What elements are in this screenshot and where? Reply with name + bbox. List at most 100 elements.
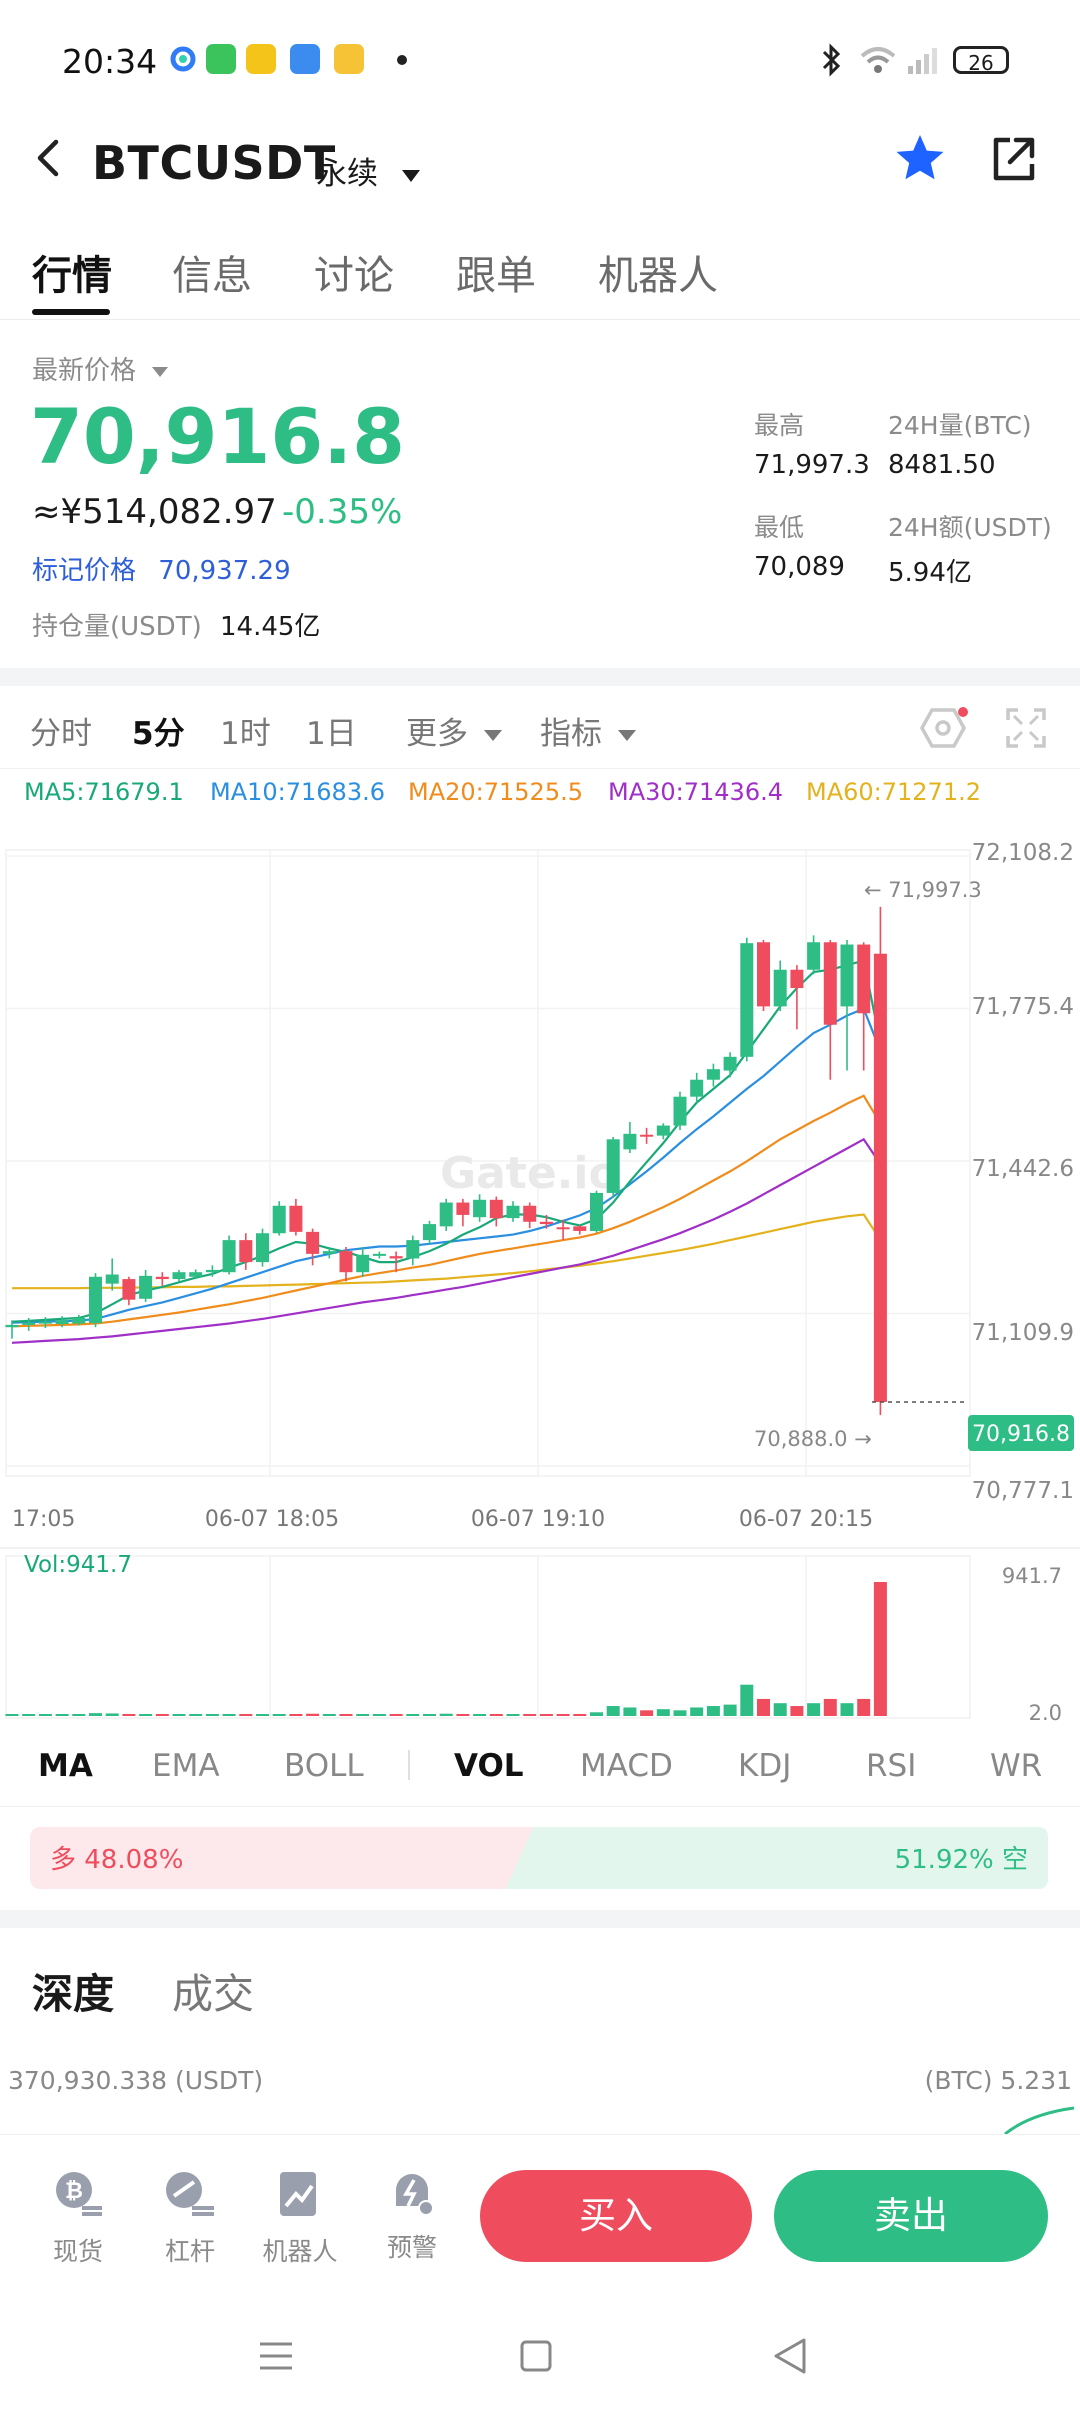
indicator-boll[interactable]: BOLL: [284, 1748, 364, 1784]
short-ratio-label: 51.92% 空: [895, 1845, 1028, 1875]
tab-robot[interactable]: 机器人: [598, 253, 718, 299]
candle: [289, 1205, 303, 1232]
contract-selector[interactable]: 永续: [316, 148, 420, 193]
svg-text:₿: ₿: [65, 2179, 83, 2204]
open-interest-label: 持仓量(USDT): [32, 612, 202, 642]
sell-button[interactable]: 卖出: [774, 2170, 1048, 2262]
nav-alert[interactable]: 预警: [386, 2233, 437, 2262]
indicator-vol[interactable]: VOL: [454, 1748, 524, 1784]
bluetooth-icon: [822, 43, 841, 77]
tab-discussion[interactable]: 讨论: [314, 253, 394, 299]
candle: [773, 969, 787, 1007]
indicator-ema[interactable]: EMA: [152, 1748, 220, 1784]
interval-5m[interactable]: 5分: [132, 716, 185, 752]
x-tick-label: 17:05: [12, 1507, 75, 1532]
candle: [573, 1226, 587, 1231]
indicator-menu[interactable]: 指标: [540, 708, 636, 753]
candle: [72, 1318, 86, 1324]
fullscreen-icon[interactable]: [1004, 706, 1048, 750]
buy-button[interactable]: 买入: [480, 2170, 752, 2262]
candle: [873, 953, 887, 1402]
interval-1h[interactable]: 1时: [220, 716, 271, 752]
tab-copy-trade[interactable]: 跟单: [456, 253, 536, 299]
chart-frame: [5, 849, 971, 1477]
section-divider: [0, 668, 1080, 686]
candlestick-chart[interactable]: Gate.io 72,108.2 71,775.4 71,442.6 71,109.9…: [0, 830, 1080, 1730]
back-arrow-icon[interactable]: [30, 138, 70, 178]
candle: [306, 1231, 320, 1254]
nav-leverage[interactable]: 杠杆: [164, 2237, 215, 2266]
mark-price-label: 标记价格: [32, 556, 137, 586]
candle: [523, 1205, 537, 1222]
volume-min-label: 2.0: [1029, 1701, 1062, 1725]
indicator-ma[interactable]: MA: [38, 1748, 93, 1784]
volume-bar: [506, 1714, 520, 1716]
symbol-title[interactable]: BTCUSDT: [92, 136, 336, 190]
open-interest-row: 持仓量(USDT) 14.45亿: [32, 606, 320, 643]
volume-bar: [640, 1710, 654, 1716]
back-nav-icon[interactable]: [772, 2336, 808, 2376]
chart-settings-icon[interactable]: [918, 704, 968, 752]
volume-bar: [823, 1698, 837, 1716]
alert-icon[interactable]: [386, 2168, 438, 2220]
latest-price-selector[interactable]: 最新价格: [32, 350, 169, 387]
interval-more[interactable]: 更多: [406, 708, 502, 753]
interval-timeshare[interactable]: 分时: [30, 716, 92, 752]
latest-price: 70,916.8: [30, 392, 406, 481]
candle: [590, 1192, 603, 1231]
chart-watermark: Gate.io: [440, 1148, 619, 1199]
active-tab-indicator: [32, 309, 110, 315]
volume-bar: [573, 1714, 587, 1716]
candle: [857, 944, 871, 1014]
volume-bar: [256, 1714, 269, 1716]
home-nav-icon[interactable]: [518, 2338, 554, 2374]
tab-trades[interactable]: 成交: [172, 1970, 254, 2018]
long-ratio-label: 多 48.08%: [50, 1845, 183, 1875]
volume-bar: [356, 1714, 370, 1716]
candle: [105, 1274, 119, 1284]
status-time: 20:34: [62, 42, 158, 81]
cloud-app-icon: [290, 44, 320, 74]
candle: [723, 1056, 737, 1071]
x-tick-label: 06-07 19:10: [471, 1507, 605, 1532]
depth-chart[interactable]: [0, 2100, 1080, 2134]
robot-chart-icon[interactable]: [274, 2168, 326, 2220]
candle: [556, 1227, 570, 1230]
leverage-icon[interactable]: [160, 2168, 216, 2220]
indicator-rsi[interactable]: RSI: [866, 1748, 917, 1784]
main-tabs: 行情 信息 讨论 跟单 机器人: [0, 235, 1080, 320]
ma20-label: MA20:71525.5: [408, 778, 583, 806]
volume-bar: [322, 1714, 336, 1716]
volume-bar: [239, 1714, 253, 1716]
depth-sell-total: (BTC) 5.231: [924, 2066, 1072, 2095]
nav-robot[interactable]: 机器人: [262, 2237, 338, 2266]
candle: [439, 1202, 453, 1227]
candle: [506, 1205, 520, 1219]
interval-1d[interactable]: 1日: [306, 716, 357, 752]
favorite-star-icon[interactable]: [894, 132, 946, 184]
indicator-wr[interactable]: WR: [990, 1748, 1043, 1784]
indicator-macd[interactable]: MACD: [580, 1748, 673, 1784]
candle: [840, 944, 854, 1007]
spot-icon[interactable]: ₿: [52, 2168, 104, 2220]
volume-btc-label: 24H量(BTC): [888, 411, 1032, 440]
candle: [807, 942, 821, 970]
y-tick-label: 71,775.4: [972, 994, 1074, 1020]
indicator-kdj[interactable]: KDJ: [738, 1748, 792, 1784]
volume-bar: [456, 1714, 470, 1716]
volume-bar: [423, 1714, 436, 1716]
share-icon[interactable]: [988, 134, 1038, 184]
candle: [640, 1134, 654, 1137]
volume-bar: [757, 1698, 770, 1716]
tab-depth[interactable]: 深度: [32, 1970, 114, 2018]
candle: [272, 1205, 286, 1234]
nav-spot[interactable]: 现货: [52, 2237, 103, 2266]
latest-price-label: 最新价格: [32, 356, 137, 386]
short-ratio-fill: [505, 1827, 1048, 1889]
mark-price-row: 标记价格 70,937.29: [32, 550, 291, 587]
menu-nav-icon[interactable]: [258, 2338, 294, 2374]
volume-bar: [89, 1713, 102, 1716]
candle: [256, 1233, 269, 1263]
tab-market[interactable]: 行情: [32, 253, 112, 299]
tab-info[interactable]: 信息: [172, 253, 252, 299]
